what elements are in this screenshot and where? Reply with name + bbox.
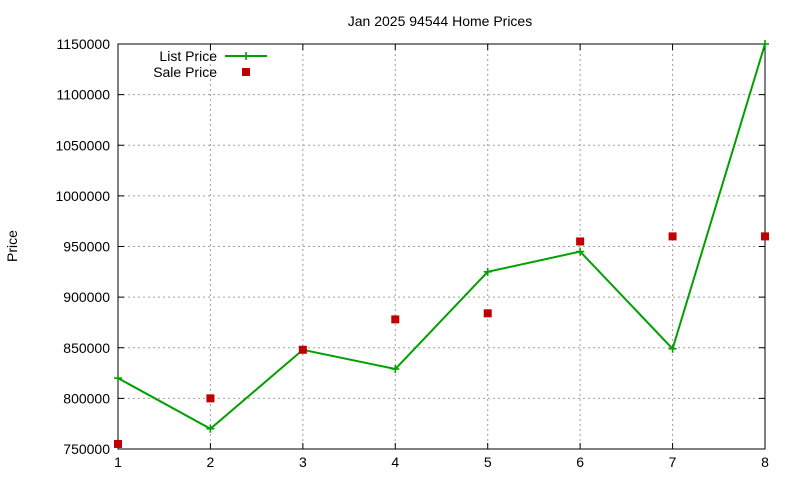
x-tick-label: 6 <box>576 454 584 470</box>
y-tick-label: 900000 <box>63 289 110 305</box>
list-price-point <box>483 267 492 276</box>
series-layer <box>114 40 769 448</box>
list-price-point <box>576 247 585 256</box>
y-tick-label: 1100000 <box>57 87 111 103</box>
y-tick-label: 750000 <box>63 441 110 457</box>
y-tick-label: 850000 <box>63 340 110 356</box>
y-tick-label: 950000 <box>63 239 110 255</box>
plot-frame <box>117 43 766 450</box>
y-tick-label: 1000000 <box>55 188 110 204</box>
sale-price-point <box>761 232 769 241</box>
x-tick-label: 4 <box>391 454 399 470</box>
y-tick-label: 1050000 <box>55 137 110 153</box>
x-tick-label: 5 <box>484 454 492 470</box>
sale-price-point <box>668 232 677 241</box>
x-tick-label: 8 <box>761 454 769 470</box>
list-price-point <box>391 365 400 374</box>
legend-swatch-plus <box>242 52 250 60</box>
list-price-line <box>117 43 766 430</box>
ticks-layer: 750000 800000 850000 900000 950000 1000000 105… <box>55 36 769 470</box>
x-tick-label: 7 <box>669 454 677 470</box>
x-tick-label: 2 <box>207 454 215 470</box>
grid-layer <box>118 44 765 449</box>
sale-price-point <box>114 439 122 448</box>
x-tick-label: 3 <box>299 454 307 470</box>
chart-title: Jan 2025 94544 Home Prices <box>348 13 532 29</box>
list-price-point <box>206 424 215 433</box>
y-tick-label: 800000 <box>63 390 110 406</box>
legend-swatch-square <box>242 68 250 76</box>
sale-price-point <box>576 237 585 246</box>
list-price-point <box>114 374 122 383</box>
list-price-point <box>761 40 769 48</box>
sale-price-point <box>206 394 215 403</box>
list-price-point <box>668 344 677 353</box>
sale-price-point <box>298 345 307 354</box>
legend-label: List Price <box>159 48 217 64</box>
sale-price-point <box>391 315 400 324</box>
y-axis-label: Price <box>4 230 20 262</box>
legend-label: Sale Price <box>153 64 217 80</box>
y-tick-label: 1150000 <box>57 36 111 52</box>
sale-price-point <box>483 309 492 318</box>
x-tick-label: 1 <box>114 454 122 470</box>
